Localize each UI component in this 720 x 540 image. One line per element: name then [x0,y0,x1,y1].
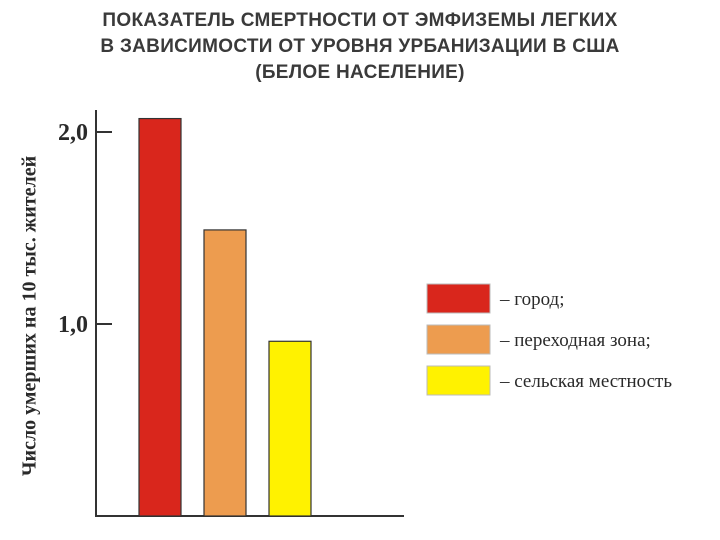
bar [268,340,312,517]
legend-swatch [426,283,491,314]
legend-label: – переходная зона; [499,330,651,351]
title-line-1: ПОКАЗАТЕЛЬ СМЕРТНОСТИ ОТ ЭМФИЗЕМЫ ЛЕГКИХ [102,10,618,31]
title-line-2: В ЗАВИСИМОСТИ ОТ УРОВНЯ УРБАНИЗАЦИИ В СШ… [100,36,620,57]
legend-swatch [426,324,491,355]
bar [203,229,247,517]
legend-label: – сельская местность [499,371,672,392]
title-line-3: (БЕЛОЕ НАСЕЛЕНИЕ) [255,62,465,83]
y-tick-label: 2,0 [58,120,88,146]
y-tick-label: 1,0 [58,312,88,338]
legend-label: – город; [499,289,564,310]
chart-title: ПОКАЗАТЕЛЬ СМЕРТНОСТИ ОТ ЭМФИЗЕМЫ ЛЕГКИХ… [0,8,720,86]
bar [138,117,182,517]
legend-swatch [426,365,491,396]
